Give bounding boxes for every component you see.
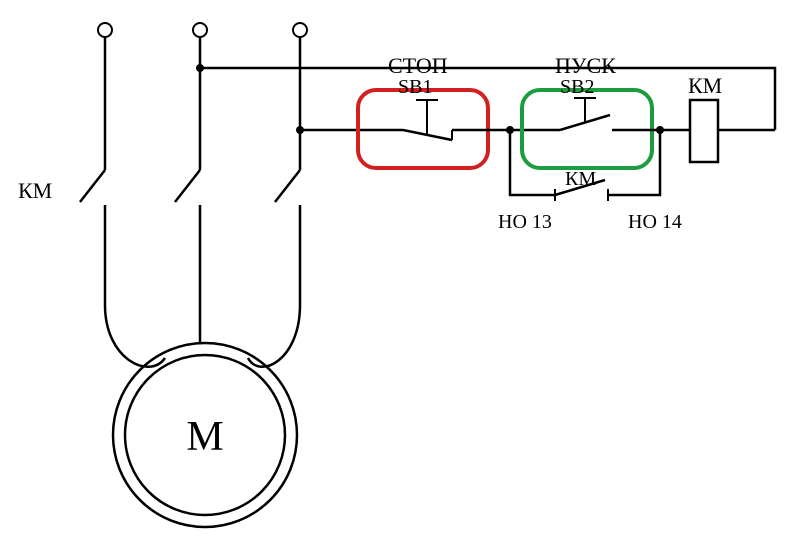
- schematic-canvas: М КМ: [0, 0, 800, 547]
- start-title: ПУСК: [555, 53, 616, 78]
- stop-title: СТОП: [388, 53, 448, 78]
- ho14-label: НО 14: [628, 211, 682, 233]
- km-main-label: КМ: [18, 178, 52, 203]
- km-coil: [690, 100, 718, 162]
- motor-symbol: М: [113, 343, 297, 527]
- sb1-label: SB1: [398, 76, 432, 98]
- km-coil-label: КМ: [688, 73, 722, 98]
- ho13-label: НО 13: [498, 211, 552, 233]
- sb2-label: SB2: [560, 76, 594, 98]
- phase-terminals: [98, 23, 307, 37]
- km-main-contacts: [80, 170, 300, 202]
- motor-label: М: [186, 414, 223, 460]
- km-aux-label: КМ: [565, 168, 596, 190]
- sb1-stop-button: [382, 100, 478, 140]
- sb2-start-button: [540, 98, 642, 130]
